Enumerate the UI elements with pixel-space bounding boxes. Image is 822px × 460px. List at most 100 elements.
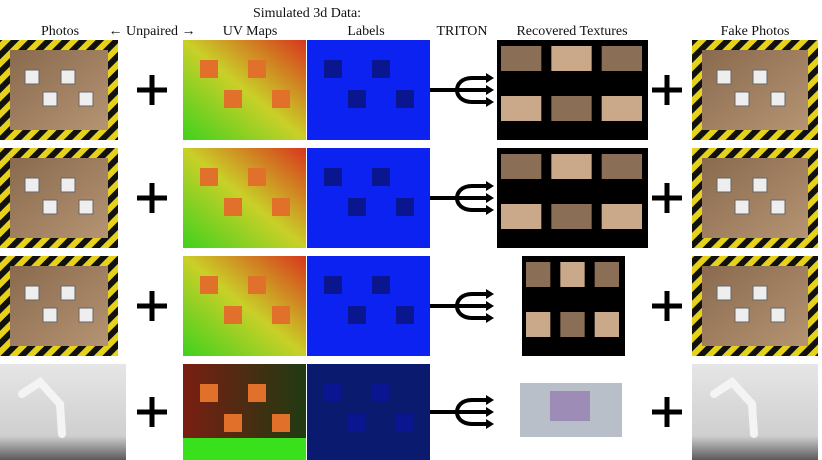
arrow-head [486, 181, 494, 191]
triton-arrow [430, 76, 488, 104]
uv-floor [183, 438, 306, 460]
block [42, 91, 58, 107]
uv-object [200, 384, 218, 402]
label-object [324, 384, 342, 402]
header: TRITON [436, 24, 487, 39]
label-object [396, 198, 414, 216]
block [78, 91, 94, 107]
block [78, 307, 94, 323]
uv-object [248, 168, 266, 186]
label-object [372, 384, 390, 402]
texture-patch [550, 391, 590, 421]
block [24, 69, 40, 85]
label-object [372, 276, 390, 294]
header: ← Unpaired → [108, 24, 195, 39]
block [60, 285, 76, 301]
label-object [348, 414, 366, 432]
texture-tile [551, 46, 592, 71]
texture-tile [551, 204, 592, 229]
texture-tile [601, 154, 642, 179]
arrow-head [486, 289, 494, 299]
block [752, 285, 768, 301]
robot-arm [18, 376, 66, 438]
photo-table [10, 158, 108, 238]
texture-tile [594, 312, 619, 337]
texture-tile [526, 262, 551, 287]
texture-tile [501, 154, 542, 179]
label-object [396, 90, 414, 108]
label-object [372, 168, 390, 186]
label-object [324, 60, 342, 78]
label-object [348, 306, 366, 324]
triton-arrow [430, 184, 488, 212]
label-object [324, 168, 342, 186]
label-object [324, 276, 342, 294]
header: Fake Photos [721, 24, 790, 39]
arrow-head [486, 193, 494, 203]
block [42, 307, 58, 323]
block [60, 69, 76, 85]
label-object [348, 198, 366, 216]
arrow-head [486, 73, 494, 83]
arrow-head [486, 395, 494, 405]
texture-tile [560, 312, 585, 337]
fake-photo-table [702, 158, 808, 238]
block [734, 307, 750, 323]
arrow-head [486, 407, 494, 417]
block [24, 285, 40, 301]
label-map [307, 364, 430, 460]
label-object [348, 90, 366, 108]
uv-object [272, 90, 290, 108]
fake-photo-table [702, 266, 808, 346]
label-object [372, 60, 390, 78]
uv-object [272, 414, 290, 432]
texture-tile [551, 154, 592, 179]
fake-photo-table [702, 50, 808, 130]
arrow-head [486, 301, 494, 311]
block [716, 177, 732, 193]
block [42, 199, 58, 215]
uv-object [248, 276, 266, 294]
header: Photos [41, 24, 79, 39]
label-object [396, 414, 414, 432]
arrow-head [486, 205, 494, 215]
uv-object [200, 168, 218, 186]
arrow-head [486, 313, 494, 323]
header: Labels [347, 24, 384, 39]
texture-tile [501, 46, 542, 71]
uv-object [248, 384, 266, 402]
arrow-head [486, 97, 494, 107]
block [60, 177, 76, 193]
texture-tile [601, 46, 642, 71]
texture-tile [601, 96, 642, 121]
block [24, 177, 40, 193]
uv-object [272, 306, 290, 324]
triton-arrow [430, 398, 488, 426]
texture-tile [594, 262, 619, 287]
texture-tile [526, 312, 551, 337]
triton-arrow [430, 292, 488, 320]
block [78, 199, 94, 215]
block [770, 199, 786, 215]
texture-tile [551, 96, 592, 121]
block [770, 307, 786, 323]
texture-tile [601, 204, 642, 229]
texture-tile [501, 204, 542, 229]
texture-tile [560, 262, 585, 287]
block [770, 91, 786, 107]
uv-object [224, 198, 242, 216]
uv-object [248, 60, 266, 78]
arrow-head [486, 419, 494, 429]
uv-object [224, 414, 242, 432]
block [752, 69, 768, 85]
photo-table [10, 266, 108, 346]
uv-object [200, 60, 218, 78]
block [734, 199, 750, 215]
block [716, 285, 732, 301]
header: Recovered Textures [516, 24, 627, 39]
uv-object [224, 90, 242, 108]
uv-object [272, 198, 290, 216]
block [752, 177, 768, 193]
block [716, 69, 732, 85]
